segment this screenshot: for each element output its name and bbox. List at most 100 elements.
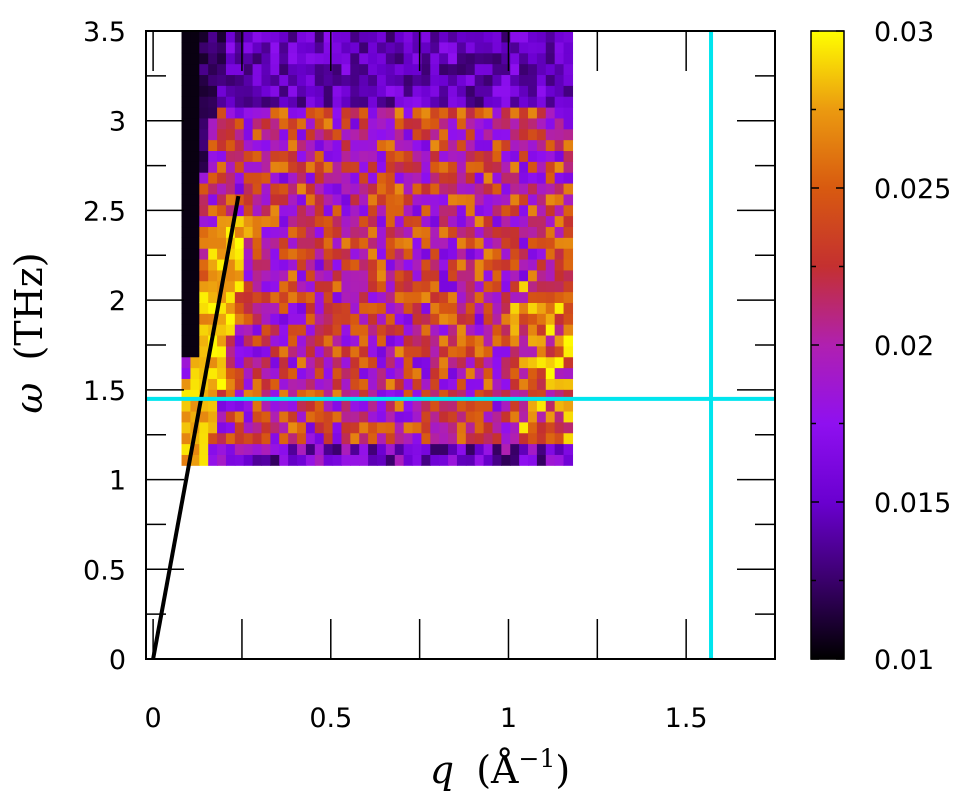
heatmap-cell [465,150,476,162]
heatmap-cell [234,85,245,97]
heatmap-cell [350,150,360,162]
heatmap-cell [252,378,263,390]
heatmap-cell [199,106,209,119]
heatmap-cell [341,454,351,466]
heatmap-cell [430,63,440,76]
heatmap-cell [252,161,263,173]
heatmap-cell [181,117,192,130]
heatmap-cell [545,204,556,217]
heatmap-cell [510,182,520,195]
heatmap-cell [252,367,263,379]
heatmap-cell [190,237,200,249]
y-tick-label: 0.5 [83,555,126,586]
heatmap-cell [394,324,405,336]
heatmap-cell [403,367,414,379]
heatmap-cell [234,41,245,54]
heatmap-cell [465,31,476,43]
heatmap-cell [288,41,298,54]
heatmap-cell [528,378,538,390]
heatmap-cell [243,410,254,423]
heatmap-cell [199,258,209,271]
heatmap-cell [483,85,494,97]
heatmap-cell [465,454,476,466]
heatmap-cell [465,41,476,54]
heatmap-cell [225,421,236,434]
heatmap-cell [332,31,343,43]
heatmap-cell [225,454,236,466]
heatmap-cell [288,74,298,86]
heatmap-cell [510,52,520,65]
heatmap-cell [528,52,538,65]
heatmap-cell [403,182,414,195]
heatmap-cell [199,280,209,293]
heatmap-cell [421,139,431,152]
heatmap-cell [199,410,209,423]
heatmap-cell [234,106,245,119]
heatmap-cell [217,378,227,390]
heatmap-cell [376,85,387,97]
heatmap-cell [412,302,423,314]
heatmap-cell [536,345,547,358]
heatmap-cell [332,117,343,130]
heatmap-cell [323,454,334,466]
heatmap-cell [519,258,529,271]
heatmap-cell [403,443,414,455]
heatmap-cell [528,313,538,325]
heatmap-cell [341,367,351,379]
heatmap-cell [225,31,236,43]
heatmap-cell [492,31,502,43]
heatmap-cell [270,389,280,401]
heatmap-cell [199,389,209,401]
heatmap-cell [305,182,316,195]
heatmap-cell [341,258,351,271]
heatmap-cell [385,128,396,141]
heatmap-cell [554,31,565,43]
heatmap-cell [297,226,307,238]
heatmap-cell [385,96,396,108]
heatmap-cell [501,226,511,238]
heatmap-cell [412,291,423,303]
heatmap-cell [554,454,565,466]
heatmap-cell [430,443,440,455]
heatmap-cell [252,324,263,336]
heatmap-cell [279,182,289,195]
heatmap-cell [492,432,502,445]
heatmap-cell [350,432,360,445]
heatmap-cell [279,421,289,434]
heatmap-cell [456,96,467,108]
heatmap-cell [430,161,440,173]
heatmap-cell [350,302,360,314]
heatmap-cell [225,128,236,141]
heatmap-cell [465,334,476,347]
heatmap-cell [376,150,387,162]
heatmap-cell [234,345,245,358]
heatmap-cell [510,139,520,152]
heatmap-cell [243,161,254,173]
heatmap-cell [412,410,423,423]
heatmap-cell [439,378,449,390]
heatmap-cell [323,117,334,130]
heatmap-cell [430,400,440,412]
heatmap-cell [341,378,351,390]
heatmap-cell [492,226,502,238]
heatmap-cell [270,302,280,314]
heatmap-cell [234,161,245,173]
heatmap-cell [305,161,316,173]
heatmap-cell [430,193,440,206]
heatmap-cell [270,117,280,130]
heatmap-cell [261,74,271,86]
heatmap-cell [439,193,449,206]
heatmap-cell [412,378,423,390]
heatmap-cell [279,258,289,271]
heatmap-cell [208,182,218,195]
heatmap-cell [234,237,245,249]
heatmap-cell [430,85,440,97]
heatmap-cell [501,269,511,282]
heatmap-cell [536,41,547,54]
heatmap-cell [314,280,325,293]
heatmap-cell [394,248,405,260]
heatmap-cell [314,204,325,217]
heatmap-cell [456,313,467,325]
heatmap-cell [545,258,556,271]
heatmap-cell [323,182,334,195]
